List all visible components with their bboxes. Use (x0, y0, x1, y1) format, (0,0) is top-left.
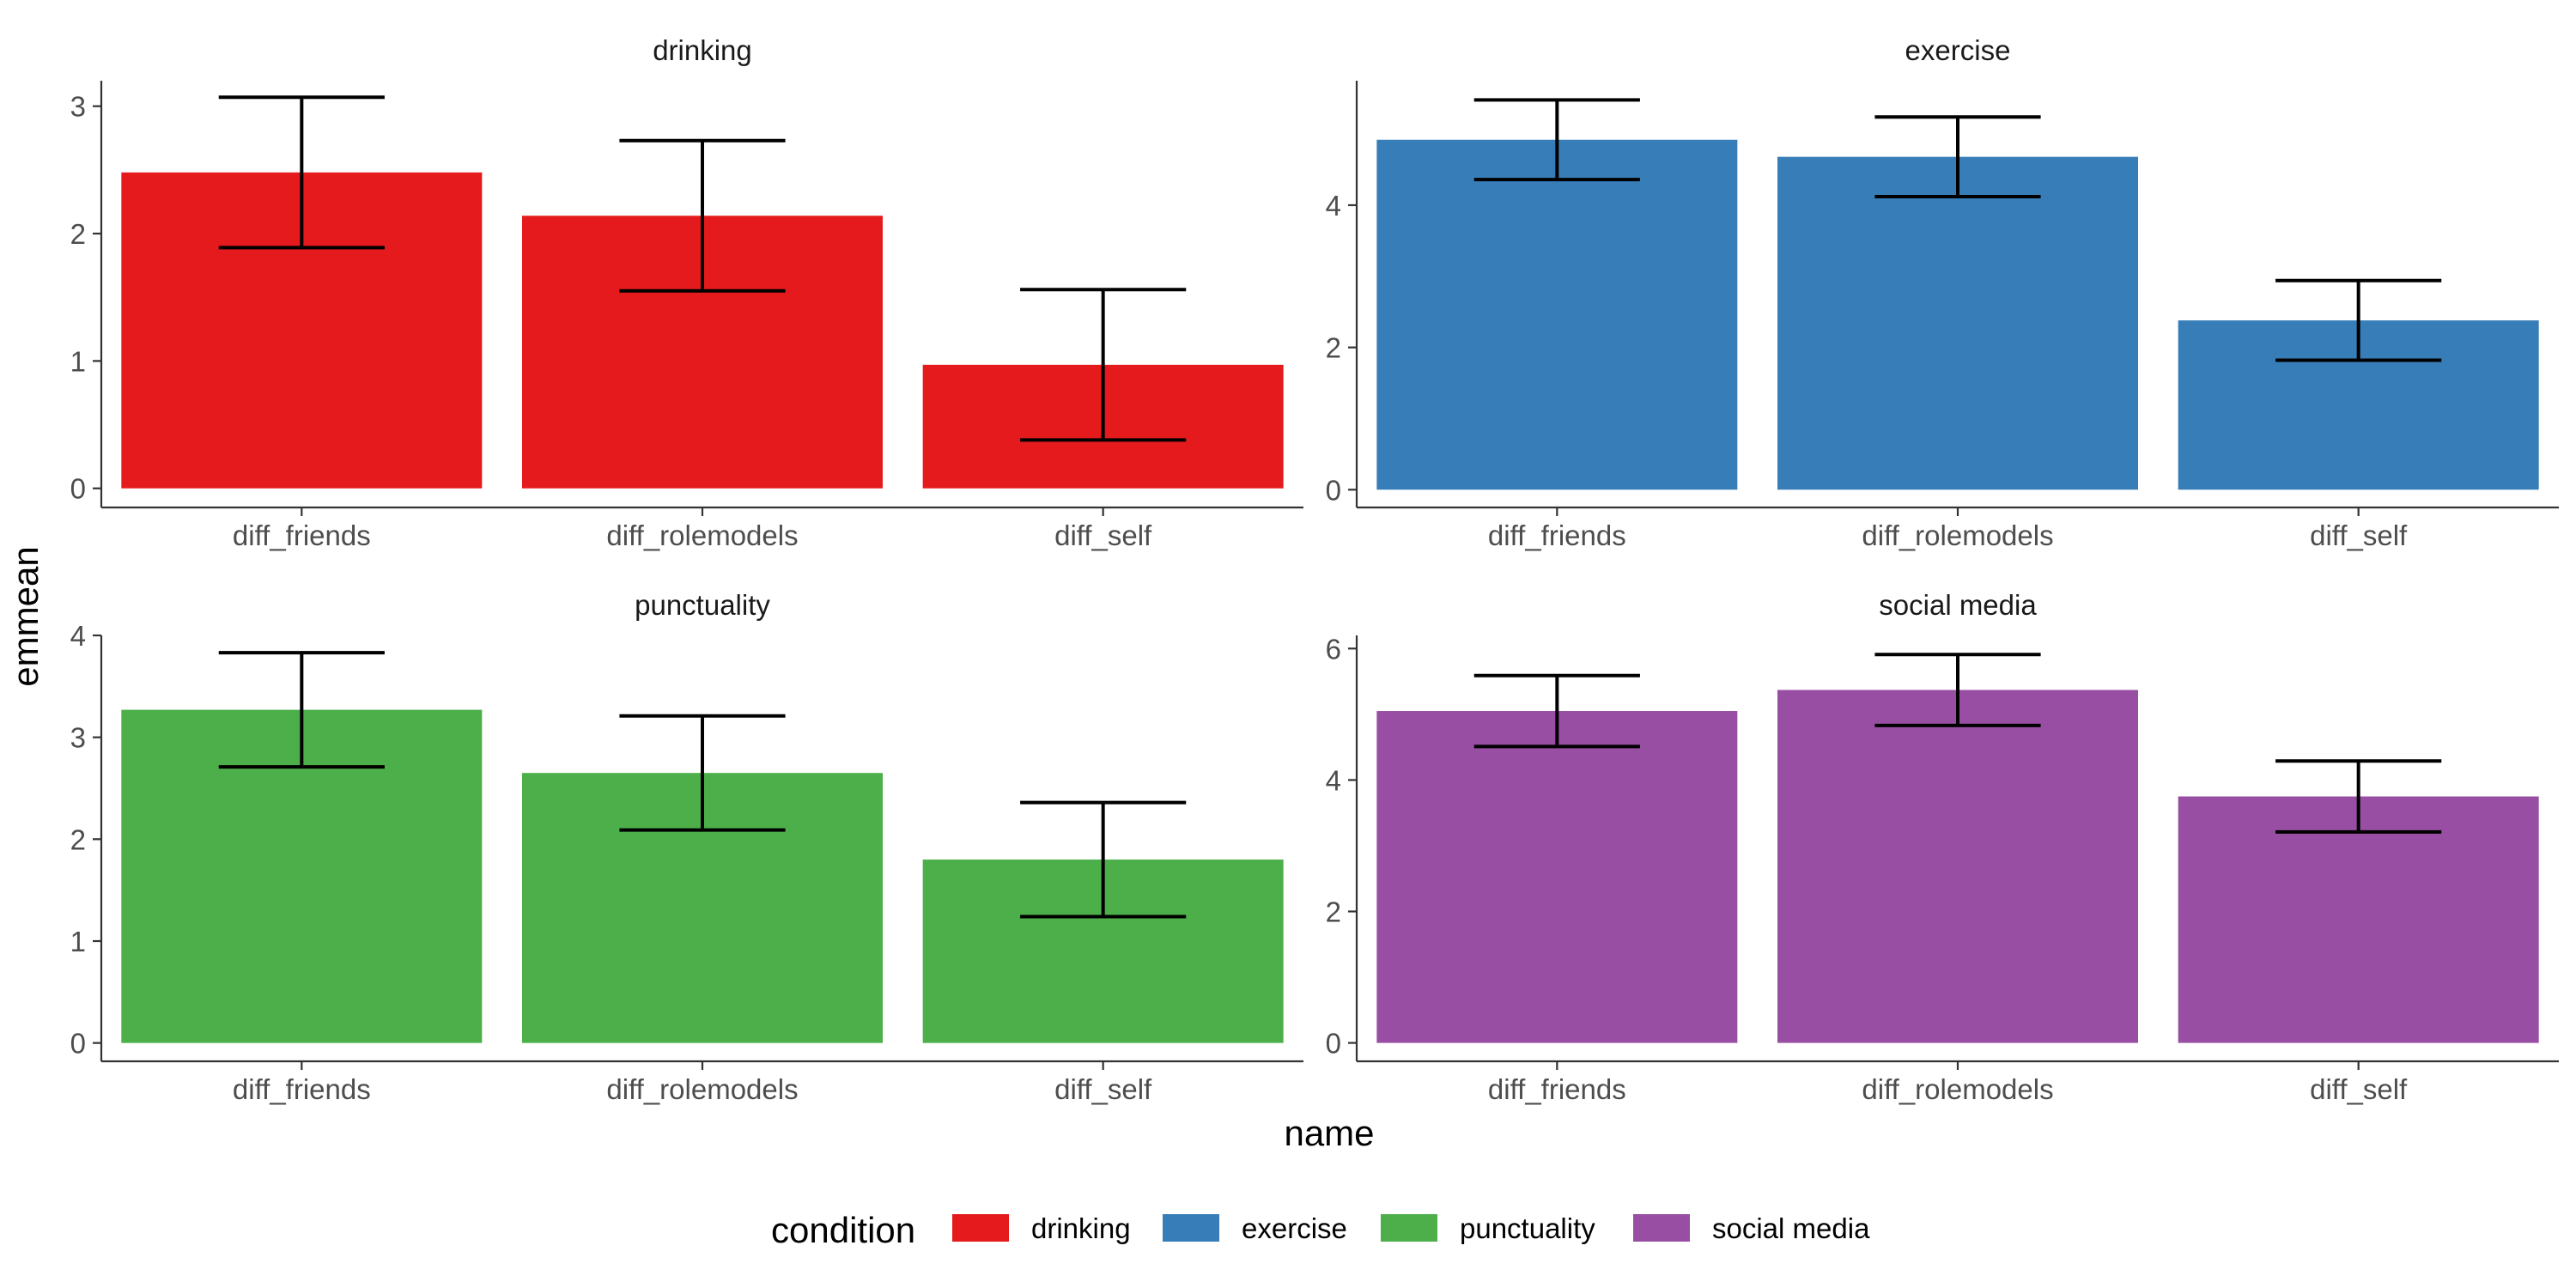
error-bar-punctuality-diff-friends (218, 651, 385, 769)
x-tick-label-exercise-diff-self: diff_self (2310, 519, 2408, 551)
y-tick-label-punctuality: 1 (70, 926, 86, 957)
error-bar-drinking-diff-friends (218, 95, 385, 250)
facet-title-punctuality: punctuality (635, 589, 770, 621)
y-tick-label-social-media: 6 (1326, 633, 1341, 665)
legend-item-punctuality: punctuality (1381, 1212, 1595, 1244)
error-bar-exercise-diff-self (2275, 278, 2442, 362)
x-tick-label-social-media-diff-self: diff_self (2310, 1073, 2408, 1105)
y-axis-title: emmean (5, 546, 46, 686)
facet-panel-exercise: exercise 0 2 4 diff_friends diff_rolemodels di… (1326, 34, 2559, 551)
error-bar-drinking-diff-rolemodels (619, 138, 786, 293)
y-tick-label-social-media: 2 (1326, 896, 1341, 927)
facet-title-exercise: exercise (1905, 34, 2011, 66)
legend-swatch-drinking (952, 1214, 1009, 1242)
error-bar-drinking-diff-self (1020, 288, 1187, 442)
y-tick-label-drinking: 1 (70, 345, 86, 377)
legend-item-social-media: social media (1633, 1212, 1870, 1244)
x-tick-label-punctuality-diff-rolemodels: diff_rolemodels (606, 1073, 798, 1105)
bar-social-media-diff-rolemodels (1777, 690, 2138, 1043)
legend-label-drinking: drinking (1031, 1212, 1131, 1244)
error-bar-exercise-diff-rolemodels (1874, 115, 2041, 199)
y-tick-label-exercise: 0 (1326, 474, 1341, 506)
y-tick-label-drinking: 2 (70, 218, 86, 250)
y-tick-label-drinking: 3 (70, 91, 86, 123)
facet-panel-drinking: drinking 0 1 2 3 diff_friends diff_rolemodels d… (70, 34, 1303, 551)
x-tick-label-drinking-diff-rolemodels: diff_rolemodels (606, 519, 798, 551)
facet-panel-social-media: social media 0 2 4 6 diff_friends diff_rolemod… (1326, 589, 2559, 1105)
legend-label-exercise: exercise (1242, 1212, 1347, 1244)
facet-title-social-media: social media (1879, 589, 2037, 621)
x-axis-title: name (1284, 1113, 1374, 1153)
y-tick-label-punctuality: 4 (70, 620, 86, 652)
x-tick-label-punctuality-diff-friends: diff_friends (233, 1073, 371, 1105)
error-bar-exercise-diff-friends (1473, 98, 1640, 182)
legend-swatch-punctuality (1381, 1214, 1437, 1242)
error-bar-punctuality-diff-rolemodels (619, 714, 786, 832)
legend-item-exercise: exercise (1163, 1212, 1347, 1244)
y-tick-label-punctuality: 3 (70, 722, 86, 754)
bar-exercise-diff-rolemodels (1777, 156, 2138, 490)
y-tick-label-punctuality: 0 (70, 1028, 86, 1060)
bar-social-media-diff-friends (1376, 711, 1738, 1043)
x-tick-label-exercise-diff-rolemodels: diff_rolemodels (1862, 519, 2053, 551)
legend-swatch-exercise (1163, 1214, 1219, 1242)
legend: condition drinking exercise punctuality soc… (771, 1210, 1870, 1250)
legend-label-social-media: social media (1712, 1212, 1870, 1244)
y-tick-label-exercise: 4 (1326, 190, 1341, 222)
facet-title-drinking: drinking (653, 34, 752, 66)
bar-exercise-diff-friends (1376, 139, 1738, 490)
y-tick-label-punctuality: 2 (70, 823, 86, 855)
y-tick-label-social-media: 0 (1326, 1028, 1341, 1060)
error-bar-social-media-diff-self (2275, 759, 2442, 834)
y-tick-label-social-media: 4 (1326, 764, 1341, 796)
x-tick-label-punctuality-diff-self: diff_self (1054, 1073, 1152, 1105)
legend-item-drinking: drinking (952, 1212, 1131, 1244)
x-tick-label-drinking-diff-friends: diff_friends (233, 519, 371, 551)
legend-swatch-social-media (1633, 1214, 1690, 1242)
error-bar-punctuality-diff-self (1020, 800, 1187, 919)
bar-social-media-diff-self (2178, 796, 2539, 1043)
x-tick-label-exercise-diff-friends: diff_friends (1488, 519, 1626, 551)
error-bar-social-media-diff-rolemodels (1874, 653, 2041, 727)
legend-label-punctuality: punctuality (1460, 1212, 1595, 1244)
error-bar-social-media-diff-friends (1473, 673, 1640, 749)
x-tick-label-social-media-diff-rolemodels: diff_rolemodels (1862, 1073, 2053, 1105)
y-tick-label-drinking: 0 (70, 473, 86, 505)
y-tick-label-exercise: 2 (1326, 332, 1341, 364)
facet-panel-punctuality: punctuality 0 1 2 3 4 diff_friends diff_rolemod… (70, 589, 1303, 1105)
legend-title: condition (771, 1210, 915, 1250)
x-tick-label-social-media-diff-friends: diff_friends (1488, 1073, 1626, 1105)
x-tick-label-drinking-diff-self: diff_self (1054, 519, 1152, 551)
